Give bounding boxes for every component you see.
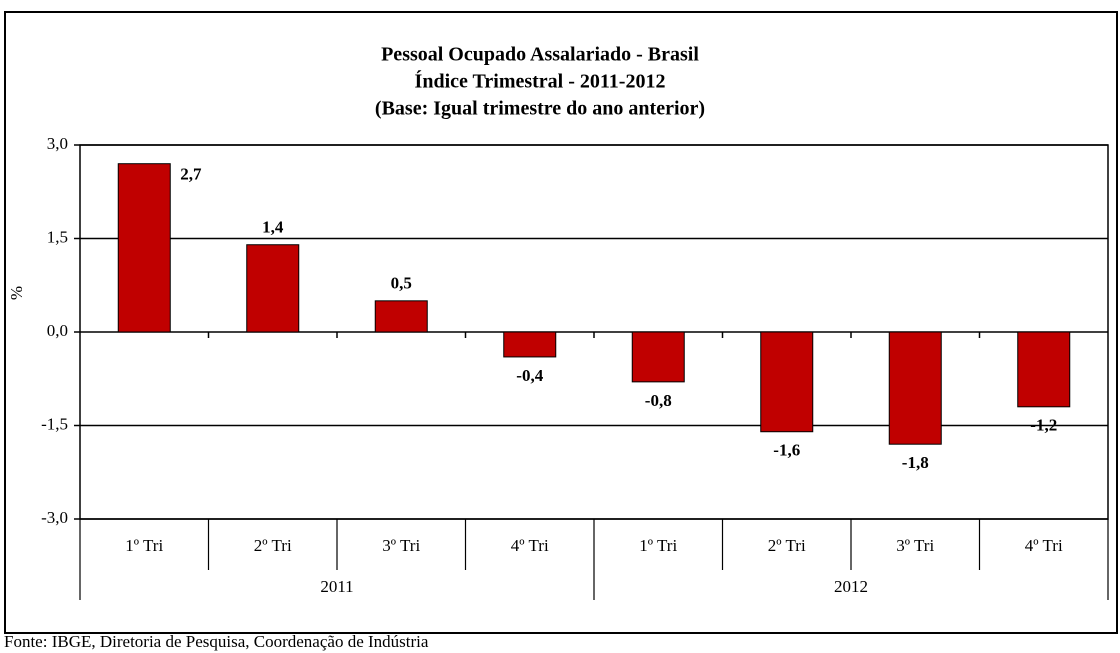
value-label: 1,4 [262,218,284,237]
x-tick-label: 2º Tri [768,536,806,555]
x-tick-label: 4º Tri [1025,536,1063,555]
bar [117,163,171,333]
x-tick-label: 3º Tri [382,536,420,555]
value-label: -0,8 [645,391,672,410]
y-tick-label: 0,0 [47,321,68,340]
chart-title: Pessoal Ocupado Assalariado - Brasil [381,44,699,66]
y-tick-label: 3,0 [47,134,68,153]
value-label: -1,6 [773,441,800,460]
chart-title: Índice Trimestral - 2011-2012 [415,70,666,93]
value-label: 0,5 [391,274,412,293]
bar [1017,331,1071,408]
bar [374,300,428,333]
bar [888,331,942,445]
value-label: -0,4 [516,366,543,385]
group-label: 2011 [320,577,353,596]
x-tick-label: 3º Tri [896,536,934,555]
y-tick-label: -1,5 [41,414,68,433]
source-note: Fonte: IBGE, Diretoria de Pesquisa, Coor… [4,632,429,651]
x-tick-label: 4º Tri [511,536,549,555]
value-label: 2,7 [180,165,202,184]
y-tick-label: 1,5 [47,227,68,246]
y-tick-label: -3,0 [41,508,68,527]
bar [503,331,557,358]
bar [760,331,814,433]
x-tick-label: 1º Tri [639,536,677,555]
x-tick-label: 1º Tri [125,536,163,555]
y-axis-label: % [7,286,26,300]
x-tick-label: 2º Tri [254,536,292,555]
bar [246,244,300,333]
value-label: -1,8 [902,453,929,472]
bar [631,331,685,383]
chart-title: (Base: Igual trimestre do ano anterior) [375,98,705,120]
group-label: 2012 [834,577,868,596]
value-label: -1,2 [1030,416,1057,435]
chart-frame [4,11,1118,634]
